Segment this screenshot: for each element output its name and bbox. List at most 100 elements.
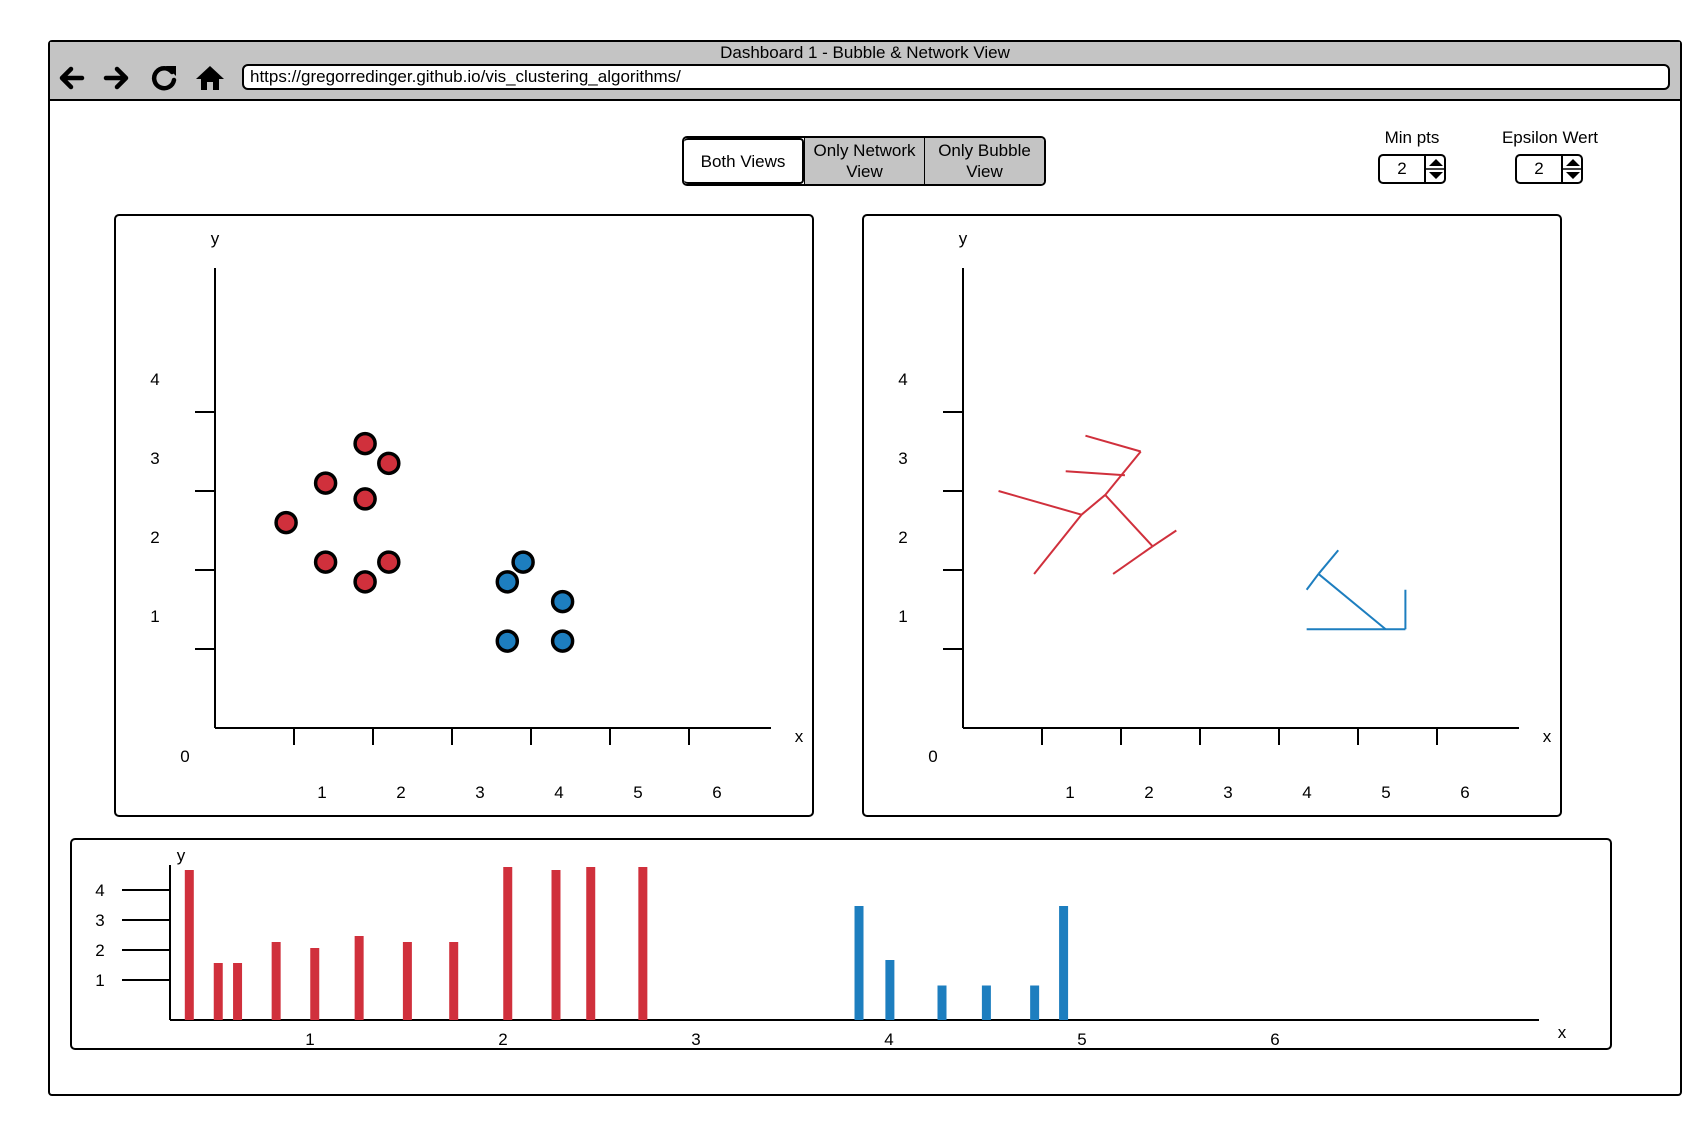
- red-bubble: [274, 510, 298, 535]
- y-tick-label: 3: [95, 911, 104, 930]
- epsilon-label: Epsilon Wert: [1501, 128, 1599, 147]
- red-bar: [354, 936, 364, 1020]
- x-axis-label: x: [1558, 1023, 1567, 1042]
- y-tick-label: 2: [95, 941, 104, 960]
- red-bar: [213, 963, 223, 1020]
- y-tick-label: 3: [898, 449, 907, 468]
- red-bar: [551, 870, 561, 1020]
- min-pts-arrows[interactable]: [1424, 156, 1446, 182]
- min-pts-value[interactable]: 2: [1397, 159, 1407, 178]
- stepper-arrows-icon: [1426, 159, 1446, 179]
- bar-chart: y x 1 2 3 4 5 6 1 2 3 4: [95, 846, 1567, 1049]
- bubble-view-panel: y x 0 1 2 3 4 5 6 1 2 3 4: [114, 214, 814, 817]
- red-network-edge: [1033, 514, 1083, 575]
- epsilon-arrows[interactable]: [1561, 156, 1583, 182]
- x-tick-label: 3: [475, 783, 484, 802]
- title-bar: Dashboard 1 - Bubble & Network View http…: [50, 42, 1680, 101]
- tab-both-views[interactable]: Both Views: [684, 138, 804, 184]
- y-tick-label: 1: [95, 971, 104, 990]
- blue-bar: [1030, 985, 1040, 1020]
- y-tick-label: 4: [898, 370, 907, 389]
- x-tick-label: 6: [1460, 783, 1469, 802]
- red-bar: [638, 867, 648, 1020]
- red-bubble: [353, 570, 377, 594]
- bar-view-panel: y x 1 2 3 4 5 6 1 2 3 4: [70, 838, 1612, 1050]
- y-tick-label: 3: [150, 449, 159, 468]
- x-axis-label: x: [1543, 727, 1552, 746]
- epsilon-stepper[interactable]: 2: [1515, 154, 1583, 184]
- x-tick-label: 3: [691, 1030, 700, 1048]
- red-bar: [233, 963, 243, 1020]
- y-tick-label: 4: [95, 881, 104, 900]
- red-bubble: [377, 451, 401, 476]
- y-tick-label: 4: [150, 370, 159, 389]
- x-tick-label: 6: [712, 783, 721, 802]
- red-bar: [586, 867, 596, 1020]
- blue-bar: [937, 985, 947, 1020]
- back-arrow-icon[interactable]: [54, 60, 90, 96]
- red-bubble: [353, 431, 377, 456]
- y-axis-label: y: [211, 229, 220, 248]
- browser-window: Dashboard 1 - Bubble & Network View http…: [48, 40, 1682, 1096]
- red-bubble: [377, 550, 401, 574]
- red-network-edge: [1112, 545, 1154, 575]
- red-bar: [271, 942, 281, 1020]
- forward-arrow-icon[interactable]: [100, 60, 136, 96]
- red-bar: [402, 942, 412, 1020]
- y-axis-label: y: [959, 229, 968, 248]
- url-bar[interactable]: https://gregorredinger.github.io/vis_clu…: [242, 64, 1670, 90]
- y-tick-label: 2: [898, 528, 907, 547]
- origin-label: 0: [180, 747, 189, 766]
- x-tick-label: 1: [1065, 783, 1074, 802]
- red-network-edge: [1152, 529, 1177, 548]
- blue-network-edge: [1317, 573, 1387, 631]
- y-tick-label: 1: [898, 607, 907, 626]
- home-icon[interactable]: [192, 60, 228, 96]
- x-tick-label: 2: [498, 1030, 507, 1048]
- red-network-edge: [998, 490, 1082, 516]
- red-bubble: [313, 471, 338, 495]
- network-view-panel: y x 0 1 2 3 4 5 6 1 2 3 4: [862, 214, 1562, 817]
- red-bar: [449, 942, 459, 1020]
- red-bubble: [313, 550, 338, 574]
- blue-bubble: [495, 629, 520, 653]
- blue-network-edge: [1317, 549, 1340, 575]
- bubble-chart: y x 0 1 2 3 4 5 6 1 2 3 4: [150, 229, 804, 802]
- x-tick-label: 5: [1381, 783, 1390, 802]
- x-tick-label: 4: [884, 1030, 893, 1048]
- blue-bubble: [511, 550, 535, 574]
- tab-only-network-view[interactable]: Only Network View: [804, 138, 924, 184]
- red-network-edge: [1080, 494, 1106, 516]
- epsilon-value[interactable]: 2: [1534, 159, 1544, 178]
- x-tick-label: 5: [1077, 1030, 1086, 1048]
- reload-icon[interactable]: [146, 60, 182, 96]
- y-tick-label: 2: [150, 528, 159, 547]
- view-toggle: Both Views Only Network View Only Bubble…: [682, 136, 1046, 186]
- min-pts-stepper[interactable]: 2: [1378, 154, 1446, 184]
- blue-bubble: [495, 570, 520, 594]
- tab-only-bubble-view[interactable]: Only Bubble View: [924, 138, 1044, 184]
- red-network-edge: [1085, 434, 1142, 453]
- origin-label: 0: [928, 747, 937, 766]
- blue-bar: [981, 985, 991, 1020]
- stepper-arrows-icon: [1563, 159, 1583, 179]
- x-tick-label: 1: [305, 1030, 314, 1048]
- x-tick-label: 5: [633, 783, 642, 802]
- blue-bubble: [550, 629, 575, 653]
- x-tick-label: 6: [1270, 1030, 1279, 1048]
- red-bar: [503, 867, 513, 1020]
- blue-bar: [1059, 906, 1069, 1020]
- x-tick-label: 4: [1302, 783, 1311, 802]
- blue-bar: [854, 906, 864, 1020]
- x-axis-label: x: [795, 727, 804, 746]
- red-network-edge: [1065, 470, 1126, 477]
- x-tick-label: 2: [396, 783, 405, 802]
- network-chart: y x 0 1 2 3 4 5 6 1 2 3 4: [898, 229, 1552, 802]
- blue-network-edge: [1305, 573, 1320, 591]
- x-tick-label: 3: [1223, 783, 1232, 802]
- red-network-edge: [1104, 494, 1154, 547]
- min-pts-label: Min pts: [1384, 128, 1440, 147]
- blue-bar: [885, 960, 895, 1020]
- x-tick-label: 1: [317, 783, 326, 802]
- red-bar: [310, 948, 320, 1020]
